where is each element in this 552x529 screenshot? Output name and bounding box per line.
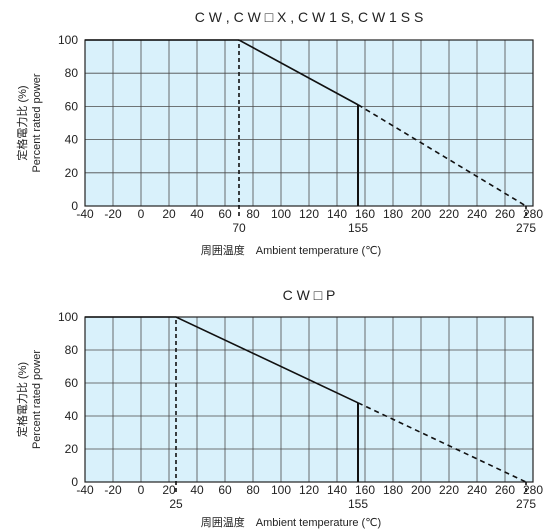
chart1-series-solid <box>85 39 359 106</box>
chart2-series-dashed <box>357 402 527 483</box>
chart1-annotation: 275 <box>516 221 536 235</box>
chart2-y-tick-label: 60 <box>65 376 79 390</box>
chart2-y-tick-label: 100 <box>58 310 78 324</box>
chart1-x-axis-label: 周囲温度 Ambient temperature (℃) <box>201 243 381 257</box>
chart1-x-tick-label: -40 <box>76 207 94 221</box>
chart2-x-tick-label: 260 <box>495 483 515 497</box>
chart2-series-solid <box>85 316 359 404</box>
chart1-y-tick-label: 80 <box>65 66 79 80</box>
chart2-x-tick-label: 160 <box>355 483 375 497</box>
chart2-x-tick-label: 280 <box>523 483 543 497</box>
chart2-y-tick-label: 20 <box>65 442 79 456</box>
chart1-title: C W , C W □ X , C W 1 S, C W 1 S S <box>195 9 424 25</box>
chart1-y-tick-label: 0 <box>71 199 78 213</box>
chart2-y-axis-label-en: Percent rated power <box>31 350 43 449</box>
chart1-frame <box>84 39 534 207</box>
chart1-y-axis-label-jp: 定格電力比 (%) <box>15 85 29 160</box>
chart2-x-axis-label: 周囲温度 Ambient temperature (℃) <box>201 515 381 529</box>
chart1-x-tick-label: 240 <box>467 207 487 221</box>
chart2-x-tick-label: 220 <box>439 483 459 497</box>
chart2-x-tick-label: 120 <box>299 483 319 497</box>
chart2-x-tick-label: 140 <box>327 483 347 497</box>
chart1-x-tick-label: 260 <box>495 207 515 221</box>
chart1-y-tick-label: 60 <box>65 99 79 113</box>
chart1-x-tick-label: 20 <box>162 207 176 221</box>
chart1-x-tick-label: 220 <box>439 207 459 221</box>
chart2-x-tick-label: 80 <box>246 483 260 497</box>
chart1-y-tick-label: 20 <box>65 166 79 180</box>
chart2-x-tick-label: 240 <box>467 483 487 497</box>
chart1-x-tick-label: 280 <box>523 207 543 221</box>
chart2-x-tick-label: -20 <box>104 483 122 497</box>
chart2-x-tick-label: -40 <box>76 483 94 497</box>
chart1-x-tick-label: 140 <box>327 207 347 221</box>
chart2-annotation: 155 <box>348 497 368 511</box>
chart2-annotation: 275 <box>516 497 536 511</box>
chart1-y-tick-label: 100 <box>58 33 78 47</box>
chart2-x-tick-label: 100 <box>271 483 291 497</box>
chart2-y-axis-label-jp: 定格電力比 (%) <box>15 362 29 437</box>
chart2-frame <box>84 316 534 483</box>
chart1-x-tick-label: -20 <box>104 207 122 221</box>
chart2-y-tick-label: 80 <box>65 343 79 357</box>
chart2-annotation: 25 <box>169 497 183 511</box>
chart2-x-tick-label: 0 <box>138 483 145 497</box>
chart1-x-tick-label: 80 <box>246 207 260 221</box>
chart1-x-tick-label: 40 <box>190 207 204 221</box>
chart2-x-tick-label: 200 <box>411 483 431 497</box>
chart1-x-tick-label: 60 <box>218 207 232 221</box>
chart1-x-tick-label: 200 <box>411 207 431 221</box>
chart1-annotation: 155 <box>348 221 368 235</box>
chart1-y-axis-label-en: Percent rated power <box>31 73 43 172</box>
chart2-x-tick-label: 180 <box>383 483 403 497</box>
chart2-y-tick-label: 40 <box>65 409 79 423</box>
chart1-x-tick-label: 160 <box>355 207 375 221</box>
chart2-x-tick-label: 60 <box>218 483 232 497</box>
chart1-series-dashed <box>357 104 527 207</box>
chart1-y-tick-label: 40 <box>65 133 79 147</box>
chart1-annotation: 70 <box>232 221 246 235</box>
chart1-x-tick-label: 100 <box>271 207 291 221</box>
chart1-x-tick-label: 0 <box>138 207 145 221</box>
chart2-x-tick-label: 40 <box>190 483 204 497</box>
chart1-x-tick-label: 180 <box>383 207 403 221</box>
chart2-title: C W □ P <box>283 287 336 303</box>
chart1-x-tick-label: 120 <box>299 207 319 221</box>
chart2-x-tick-label: 20 <box>162 483 176 497</box>
chart2-y-tick-label: 0 <box>71 475 78 489</box>
